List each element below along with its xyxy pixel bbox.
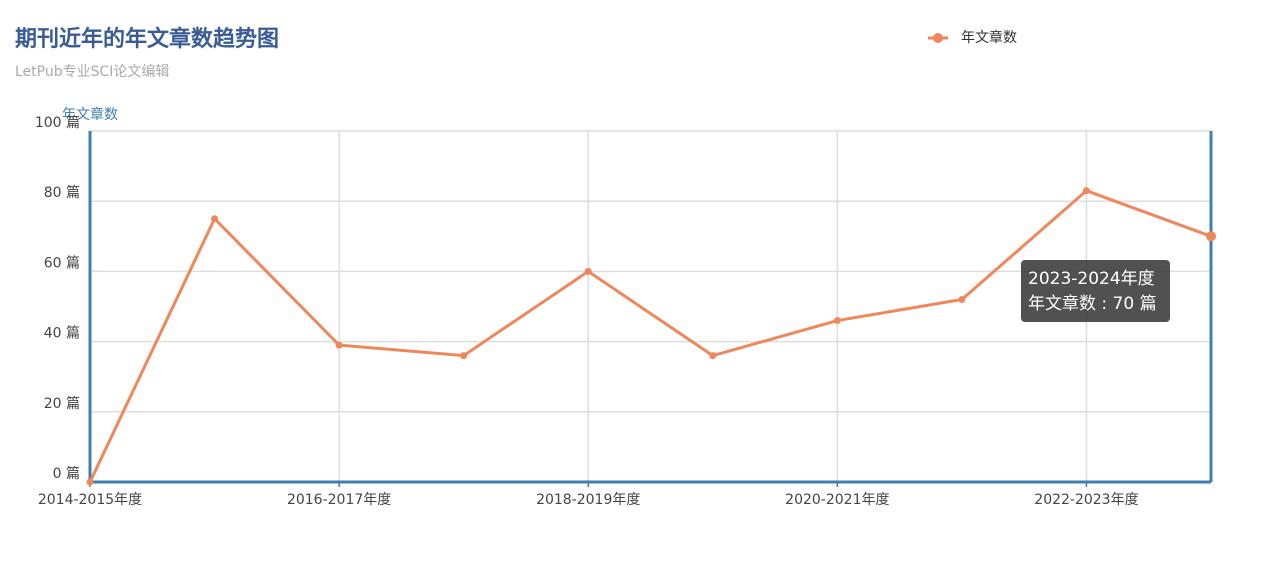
tooltip-title: 2023-2024年度	[1028, 269, 1155, 289]
data-point	[1206, 231, 1216, 242]
y-tick-label: 40 篇	[44, 326, 80, 342]
tooltip-text: 年文章数 : 70 篇	[1028, 294, 1157, 314]
data-point	[709, 352, 717, 360]
x-tick-label: 2022-2023年度	[1034, 492, 1138, 508]
chart-title: 期刊近年的年文章数趋势图	[15, 26, 279, 52]
y-tick-label: 0 篇	[53, 466, 80, 482]
chart-subtitle: LetPub专业SCI论文编辑	[15, 64, 169, 80]
data-point	[460, 352, 468, 360]
data-point	[833, 317, 841, 325]
y-tick-label: 80 篇	[44, 185, 80, 201]
legend-label: 年文章数	[961, 29, 1017, 46]
data-point	[958, 295, 966, 303]
x-tick-label: 2014-2015年度	[38, 492, 142, 508]
y-tick-label: 60 篇	[44, 255, 80, 271]
data-point	[1082, 187, 1090, 195]
y-tick-label: 20 篇	[44, 396, 80, 412]
series-line	[88, 188, 1212, 483]
data-point	[86, 478, 94, 486]
y-axis-label: 年文章数	[62, 106, 118, 123]
data-point	[335, 341, 343, 349]
x-tick-label: 2020-2021年度	[785, 492, 889, 508]
legend-swatch	[933, 33, 943, 43]
tooltip-box	[1021, 260, 1170, 322]
x-tick-label: 2016-2017年度	[287, 492, 391, 508]
data-point	[211, 215, 219, 223]
y-tick-label: 100 篇	[35, 115, 80, 131]
x-tick-label: 2018-2019年度	[536, 492, 640, 508]
data-point	[584, 267, 592, 275]
